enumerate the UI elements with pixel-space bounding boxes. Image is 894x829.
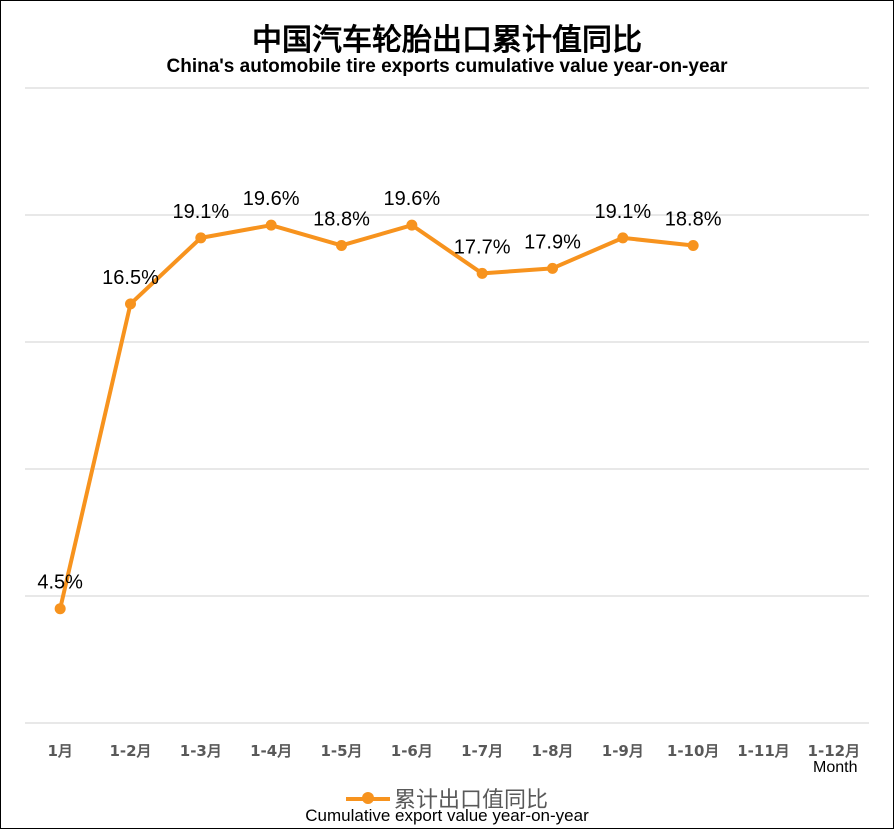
x-tick-label-2: 1-3月	[180, 742, 222, 760]
x-tick-label-8: 1-9月	[602, 742, 644, 760]
x-tick-label-10: 1-11月	[737, 742, 790, 760]
data-point-6	[476, 267, 488, 279]
data-point-1	[125, 298, 136, 310]
legend-line-marker	[345, 792, 390, 804]
data-label-1: 16.5%	[102, 267, 159, 289]
series-line-0	[58, 223, 694, 610]
x-tick-label-0: 1月	[47, 742, 72, 760]
data-label-0: 4.5%	[37, 572, 83, 594]
x-tick-label-4: 1-5月	[320, 742, 362, 760]
data-label-2: 19.1%	[172, 201, 229, 223]
data-point-2	[195, 232, 207, 244]
data-label-5: 19.6%	[383, 188, 440, 210]
legend: 累计出口值同比	[1, 782, 893, 814]
legend-series-name: 累计出口值同比	[393, 788, 548, 813]
x-tick-label-9: 1-10月	[667, 742, 720, 760]
data-label-4: 18.8%	[313, 208, 370, 230]
x-axis-unit-label: Month	[813, 759, 858, 776]
data-label-9: 18.8%	[665, 208, 722, 230]
data-label-7: 17.9%	[524, 231, 581, 253]
data-point-7	[547, 262, 558, 274]
x-tick-label-5: 1-6月	[391, 742, 433, 760]
chart-title: 中国汽车轮胎出口累计值同比	[252, 23, 642, 58]
data-label-8: 19.1%	[594, 201, 651, 223]
data-point-0	[54, 603, 66, 615]
x-tick-label-7: 1-8月	[531, 742, 573, 760]
data-point-9	[687, 239, 699, 251]
data-point-5	[406, 219, 418, 231]
data-point-4	[336, 239, 347, 251]
chart-subtitle: China's automobile tire exports cumulati…	[166, 56, 728, 77]
data-point-8	[617, 232, 629, 244]
x-tick-label-6: 1-7月	[461, 742, 503, 760]
x-tick-label-1: 1-2月	[109, 742, 151, 760]
x-tick-label-3: 1-4月	[250, 742, 292, 760]
legend-series-name-en: Cumulative export value year-on-year	[305, 806, 589, 825]
data-label-3: 19.6%	[243, 188, 300, 210]
data-point-3	[265, 219, 277, 231]
x-tick-label-11: 1-12月	[808, 742, 861, 760]
data-label-6: 17.7%	[454, 236, 511, 258]
